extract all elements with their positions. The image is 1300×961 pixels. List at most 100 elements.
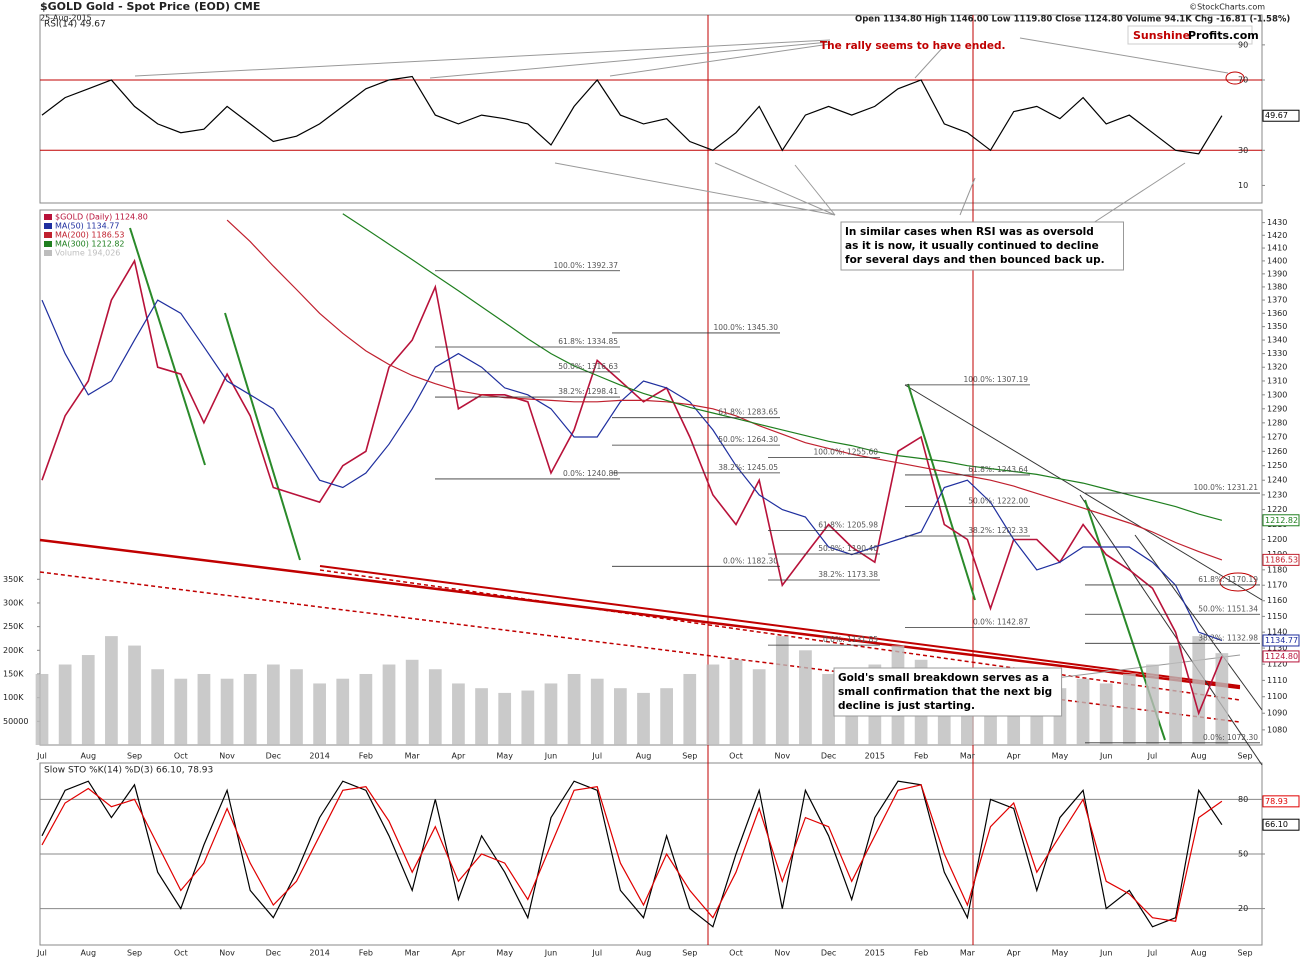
fib-label: 38.2%: 1298.41 [558, 387, 618, 396]
x-tick-label: Jul [1147, 949, 1158, 958]
value-tag-label: 1124.80 [1265, 652, 1298, 661]
fib-label: 100.0%: 1345.30 [713, 323, 778, 332]
y-tick-label: 90 [1238, 40, 1248, 49]
support-line [319, 569, 1241, 701]
x-tick-label: May [1052, 752, 1069, 761]
annotation: In similar cases when RSI was as oversol… [845, 226, 1094, 238]
x-tick-label: Jun [544, 752, 558, 761]
y-tick-label: 1150 [1267, 612, 1287, 621]
x-tick-label: Jul [591, 949, 602, 958]
fib-label: 100.0%: 1231.21 [1193, 483, 1258, 492]
fib-label: 0.0%: 1240.88 [563, 469, 618, 478]
y-tick-label: 10 [1238, 181, 1248, 190]
y-tick-label: 1240 [1267, 476, 1287, 485]
annotation: The rally seems to have ended. [820, 40, 1006, 52]
x-tick-label: Mar [405, 752, 421, 761]
y-tick-label: 1080 [1267, 725, 1287, 734]
x-tick-label: Aug [636, 949, 652, 958]
annotation: as it is now, it usually continued to de… [845, 240, 1099, 252]
value-tag [1262, 795, 1300, 808]
x-tick-label: Mar [960, 949, 976, 958]
value-tag [1262, 818, 1300, 831]
rsi-trend [134, 39, 831, 77]
volume-bar [567, 673, 581, 745]
annotation: small confirmation that the next big [838, 686, 1052, 698]
volume-bar [1099, 683, 1113, 745]
y-tick-label: 70 [1238, 76, 1248, 85]
x-tick-label: Jul [1147, 752, 1158, 761]
fib-label: 38.2%: 1245.05 [718, 463, 778, 472]
x-tick-label: Apr [452, 949, 467, 958]
fib-label: 50.0%: 1316.63 [558, 362, 618, 371]
y-tick-label: 1130 [1267, 644, 1287, 653]
support-line [39, 571, 1241, 723]
x-tick-label: Jun [1099, 949, 1113, 958]
volume-bar [1122, 673, 1136, 745]
series-line [41, 299, 1223, 642]
x-tick-label: Nov [774, 949, 790, 958]
fib-label: 61.8%: 1243.64 [968, 465, 1028, 474]
x-tick-label: May [496, 949, 513, 958]
y-tick-label: 1230 [1267, 490, 1287, 499]
y-tick-label: 1410 [1267, 244, 1287, 253]
x-tick-label: Aug [80, 949, 96, 958]
x-tick-label: 2014 [309, 752, 329, 761]
x-tick-label: 2014 [309, 949, 329, 958]
y-tick-label: 50 [1238, 850, 1248, 859]
x-tick-label: Oct [174, 949, 188, 958]
x-tick-label: Feb [359, 949, 373, 958]
x-tick-label: Feb [914, 752, 928, 761]
y-tick-label: 1120 [1267, 660, 1287, 669]
x-tick-label: Nov [774, 752, 790, 761]
value-tag-label: 49.67 [1265, 111, 1288, 120]
legend-swatch [44, 223, 52, 229]
rsi-frame [39, 14, 1263, 204]
volume-bar [683, 673, 697, 745]
x-tick-label: Aug [636, 752, 652, 761]
volume-bar [58, 664, 72, 745]
x-tick-label: Jun [544, 949, 558, 958]
volume-bar [151, 669, 165, 745]
volume-bar [382, 664, 396, 745]
x-tick-label: Dec [821, 752, 836, 761]
volume-bar [660, 688, 673, 745]
y-tick-label: 1310 [1267, 376, 1287, 385]
annotation-box [833, 667, 1063, 717]
x-tick-label: Nov [219, 752, 235, 761]
volume-bar [1215, 653, 1229, 745]
fib-label: 50.0%: 1264.30 [718, 435, 778, 444]
y-tick-label: 20 [1238, 904, 1248, 913]
x-tick-label: Dec [266, 949, 281, 958]
x-tick-label: Sep [127, 949, 142, 958]
y-tick-label: 1340 [1267, 336, 1287, 345]
y2-tick-label: 300K [3, 598, 24, 607]
volume-bar [336, 678, 350, 745]
volume-bar [1146, 664, 1159, 745]
fib-label: 61.8%: 1334.85 [558, 337, 618, 346]
rsi-trend [794, 164, 836, 216]
y-tick-label: 1180 [1267, 565, 1287, 574]
brand: Profits.com [1188, 29, 1259, 42]
legend-label: MA(50) 1134.77 [55, 222, 119, 231]
price-frame [39, 209, 1263, 746]
y-tick-label: 1110 [1267, 676, 1287, 685]
decline-line [224, 312, 301, 561]
x-tick-label: Sep [682, 949, 697, 958]
volume-bar [174, 678, 188, 745]
fib-label: 61.8%: 1205.98 [818, 520, 878, 529]
brand-box [1127, 25, 1253, 45]
value-tag-label: 1186.53 [1265, 555, 1298, 564]
panel-title: Slow STO %K(14) %D(3) 66.10, 78.93 [44, 766, 213, 776]
volume-bar [405, 659, 419, 745]
y2-tick-label: 150K [3, 669, 24, 678]
fib-label: 50.0%: 1222.00 [968, 497, 1028, 506]
y2-tick-label: 50000 [3, 717, 28, 726]
support-line [319, 565, 1241, 687]
volume-bar [81, 655, 95, 745]
volume-bar [220, 678, 234, 745]
volume-bar [105, 636, 118, 745]
x-tick-label: May [496, 752, 513, 761]
x-tick-label: Jun [1099, 752, 1113, 761]
fib-label: 0.0%: 1142.87 [973, 618, 1028, 627]
